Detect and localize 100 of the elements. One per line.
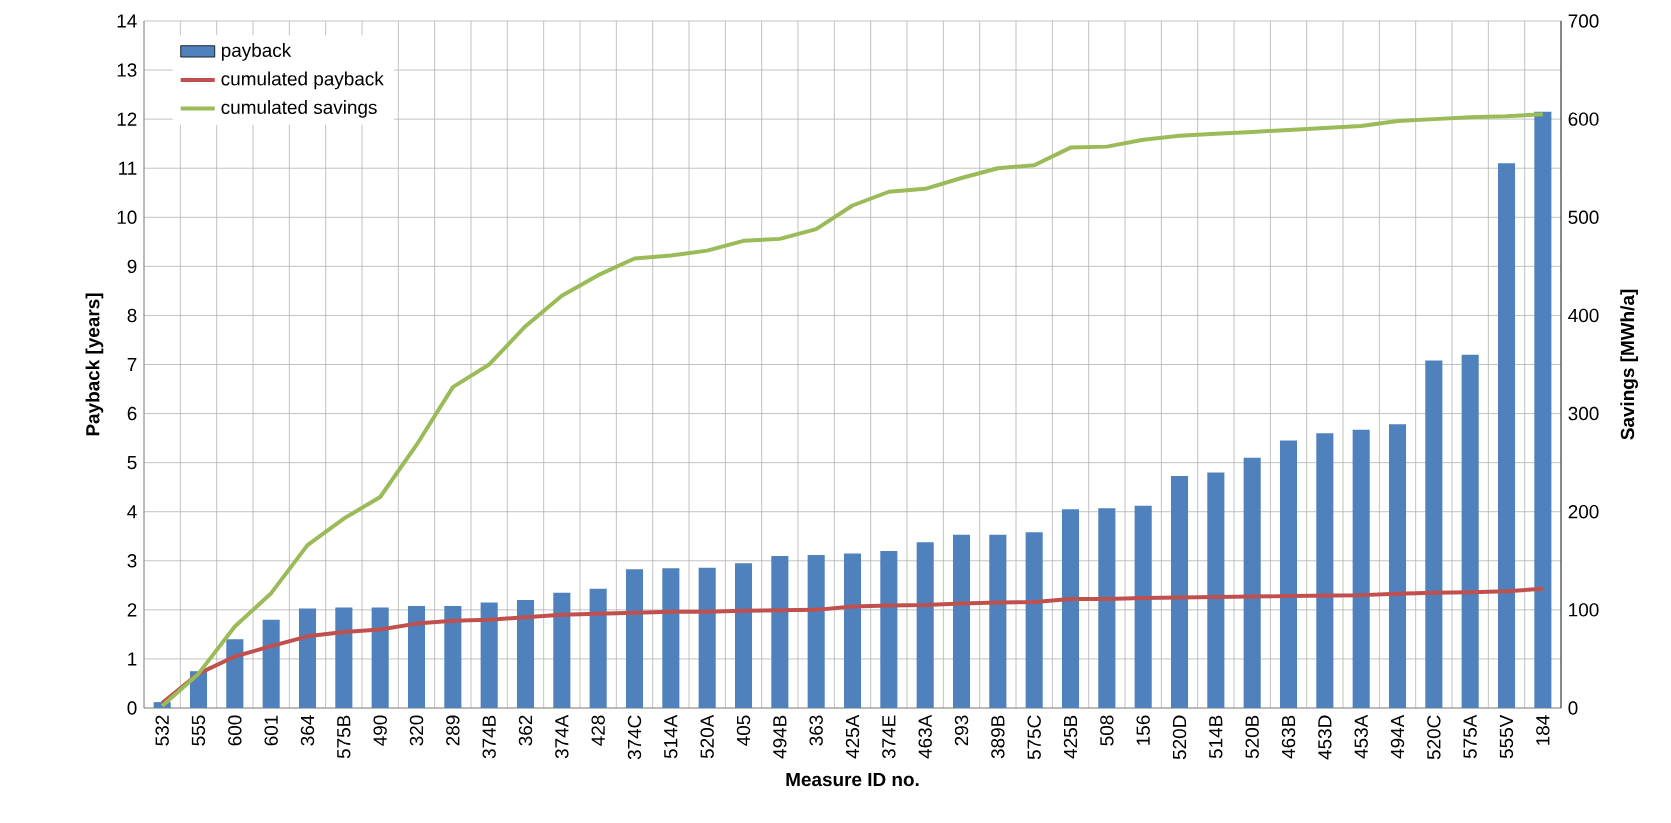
x-tick-label: 555V xyxy=(1499,714,1514,759)
x-tick-label: 520C xyxy=(1427,715,1441,760)
bar xyxy=(298,608,317,708)
bar xyxy=(262,619,280,708)
bar xyxy=(553,592,571,708)
x-tick-label: 374E xyxy=(882,715,896,759)
bar xyxy=(589,588,607,708)
bar xyxy=(916,542,934,708)
y-tick-label: 10 xyxy=(117,210,137,224)
legend-label: cumulated payback xyxy=(221,71,384,90)
bar xyxy=(1461,354,1479,708)
y2-tick-label: 600 xyxy=(1568,112,1599,126)
x-tick-label: 156 xyxy=(1136,715,1150,745)
bar xyxy=(226,639,244,708)
y2-axis-title: Savings [MWh/a] xyxy=(1620,289,1639,440)
bar xyxy=(1134,505,1152,708)
y2-tick-label: 200 xyxy=(1568,505,1599,519)
x-tick-label: 364 xyxy=(300,715,315,746)
x-tick-label: 520A xyxy=(700,714,714,759)
x-tick-label: 363 xyxy=(809,715,823,746)
y-axis-title: Payback [years] xyxy=(85,293,104,436)
x-tick-label: 532 xyxy=(155,715,169,746)
y-tick-label: 2 xyxy=(127,603,137,617)
x-tick-label: 555 xyxy=(191,715,206,746)
bar xyxy=(1170,475,1189,708)
x-tick-label: 508 xyxy=(1100,715,1114,746)
y-tick-label: 5 xyxy=(127,456,137,470)
x-tick-label: 374C xyxy=(627,715,642,760)
x-tick-label: 289 xyxy=(446,715,460,746)
y-tick-label: 14 xyxy=(117,14,137,28)
y-tick-label: 12 xyxy=(117,112,137,126)
legend-label: payback xyxy=(221,43,292,61)
bar xyxy=(1207,472,1225,708)
bar xyxy=(1098,508,1116,708)
bar xyxy=(1388,424,1407,708)
bar xyxy=(516,600,535,708)
x-tick-label: 463B xyxy=(1281,715,1296,759)
y-tick-label: 7 xyxy=(127,357,137,372)
y2-tick-label: 100 xyxy=(1569,603,1599,617)
x-tick-label: 389B xyxy=(991,715,1005,759)
bar xyxy=(1316,433,1334,708)
y-tick-label: 0 xyxy=(127,701,137,715)
bar xyxy=(335,607,353,708)
x-tick-label: 362 xyxy=(518,715,533,746)
x-axis-title: Measure ID no. xyxy=(786,772,919,787)
y-tick-label: 13 xyxy=(117,63,137,77)
x-tick-label: 374B xyxy=(482,715,496,759)
y-tick-label: 6 xyxy=(127,406,137,421)
bar xyxy=(771,555,789,708)
bar xyxy=(807,554,825,708)
bar xyxy=(843,553,862,708)
y2-tick-label: 500 xyxy=(1568,210,1599,224)
x-tick-label: 600 xyxy=(228,715,242,746)
bar xyxy=(1497,163,1516,708)
x-tick-label: 575B xyxy=(337,715,351,759)
bar xyxy=(1061,509,1080,708)
x-tick-label: 425A xyxy=(845,714,860,759)
y2-tick-label: 700 xyxy=(1568,14,1599,28)
bar xyxy=(698,567,716,708)
x-tick-label: 184 xyxy=(1536,715,1550,745)
y-tick-label: 3 xyxy=(127,554,137,568)
x-tick-label: 453A xyxy=(1354,714,1368,759)
x-tick-label: 601 xyxy=(264,715,278,746)
x-tick-label: 514A xyxy=(664,714,678,759)
x-tick-label: 520B xyxy=(1245,715,1259,759)
x-tick-label: 463A xyxy=(918,714,932,759)
y-tick-label: 4 xyxy=(127,505,137,519)
x-tick-label: 575A xyxy=(1463,714,1477,759)
y-tick-label: 1 xyxy=(128,652,137,666)
x-tick-label: 520D xyxy=(1172,715,1187,760)
bar xyxy=(989,534,1007,708)
bar xyxy=(734,563,753,708)
bar xyxy=(1534,111,1552,708)
bar xyxy=(1243,457,1261,708)
bar xyxy=(662,568,680,708)
bar xyxy=(444,605,462,708)
bar xyxy=(1025,532,1043,708)
x-tick-label: 514B xyxy=(1209,715,1223,759)
x-tick-label: 575C xyxy=(1027,715,1041,760)
y-tick-label: 9 xyxy=(127,259,137,274)
x-tick-label: 320 xyxy=(409,715,424,746)
bar xyxy=(371,607,389,708)
bar xyxy=(880,550,898,708)
x-tick-label: 494A xyxy=(1390,714,1405,759)
x-tick-label: 428 xyxy=(591,715,605,746)
x-tick-label: 374A xyxy=(555,714,569,759)
bar xyxy=(952,534,971,708)
x-tick-label: 425B xyxy=(1063,715,1078,759)
bar xyxy=(1279,440,1298,708)
x-tick-label: 293 xyxy=(954,715,969,746)
y-tick-label: 8 xyxy=(127,308,137,323)
bar xyxy=(1352,429,1370,708)
x-tick-label: 453D xyxy=(1318,715,1332,760)
x-tick-label: 490 xyxy=(373,715,387,746)
x-tick-label: 405 xyxy=(736,715,751,746)
y2-tick-label: 0 xyxy=(1568,701,1578,715)
bar xyxy=(480,602,498,708)
y-tick-label: 11 xyxy=(119,161,137,175)
y2-tick-label: 300 xyxy=(1568,406,1599,421)
bar xyxy=(407,605,426,708)
